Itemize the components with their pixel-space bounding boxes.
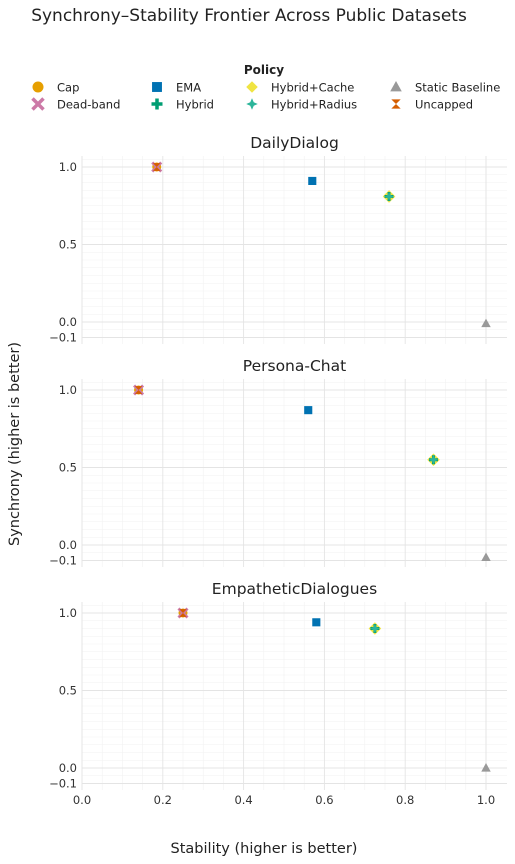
facet-title: DailyDialog xyxy=(250,134,339,152)
y-tick-label: 0.5 xyxy=(59,461,77,475)
legend-entry-static-baseline: Static Baseline xyxy=(390,81,500,95)
y-tick-label: −0.1 xyxy=(49,777,77,791)
legend-marker xyxy=(390,80,402,92)
x-tick-label: 0.6 xyxy=(315,793,333,807)
y-axis-label: Synchrony (higher is better) xyxy=(7,342,23,546)
chart-title: Synchrony–Stability Frontier Across Publ… xyxy=(31,6,467,26)
legend-marker xyxy=(246,98,258,110)
y-tick-label: 0.5 xyxy=(59,238,77,252)
legend-marker xyxy=(31,97,45,111)
facet-panel-empatheticdialogues: EmpatheticDialogues 1.0 0.5 0.0 −0.1 xyxy=(49,580,507,791)
legend-entry-uncapped: Uncapped xyxy=(391,98,473,112)
x-tick-label: 0.0 xyxy=(73,793,91,807)
x-tick-label: 1.0 xyxy=(477,793,495,807)
point-static-baseline xyxy=(481,552,491,561)
legend-marker xyxy=(152,82,162,92)
legend-label: Hybrid+Radius xyxy=(271,98,357,112)
x-axis-label: Stability (higher is better) xyxy=(171,841,358,857)
point-uncapped xyxy=(152,163,161,171)
y-tick-label: 1.0 xyxy=(59,383,77,397)
facet-panel-persona-chat: Persona-Chat 1.0 0.5 0.0 −0.1 xyxy=(49,357,507,568)
facet-title: EmpatheticDialogues xyxy=(212,580,377,598)
point-static-baseline xyxy=(481,763,491,772)
y-tick-label: 0.0 xyxy=(59,761,77,775)
facet-panels: DailyDialog1.00.50.0−0.1Persona-Chat1.00… xyxy=(49,134,507,807)
point-hybrid-radius xyxy=(428,455,439,465)
legend-marker xyxy=(151,98,163,110)
legend-entry-cap: Cap xyxy=(32,81,79,95)
point-uncapped xyxy=(179,609,187,617)
x-tick-labels: 0.0 0.2 0.4 0.6 0.8 1.0 xyxy=(73,793,495,807)
legend-label: Static Baseline xyxy=(415,81,500,95)
point-ema xyxy=(312,618,321,627)
legend-marker xyxy=(246,81,258,93)
legend-title: Policy xyxy=(244,63,284,77)
x-tick-label: 0.8 xyxy=(396,793,414,807)
legend: Policy Cap Dead-band EMA Hybrid Hybrid+Cache… xyxy=(31,63,500,112)
y-tick-label: −0.1 xyxy=(49,331,77,345)
facet-panel-dailydialog: DailyDialog 1.0 0.5 0.0 −0.1 xyxy=(49,134,507,345)
y-tick-label: −0.1 xyxy=(49,554,77,568)
point-ema xyxy=(308,176,317,185)
gridlines xyxy=(81,602,507,790)
legend-entry-dead-band: Dead-band xyxy=(31,97,120,112)
y-tick-label: 0.5 xyxy=(59,684,77,698)
y-tick-label: 0.0 xyxy=(59,315,77,329)
legend-label: Cap xyxy=(57,81,79,95)
legend-label: Dead-band xyxy=(57,98,120,112)
legend-marker xyxy=(32,81,44,93)
x-tick-label: 0.4 xyxy=(234,793,252,807)
y-tick-label: 1.0 xyxy=(59,160,77,174)
facet-title: Persona-Chat xyxy=(243,357,346,375)
point-ema xyxy=(304,406,313,415)
gridlines xyxy=(81,379,507,567)
legend-entry-hybrid-cache: Hybrid+Cache xyxy=(246,81,354,95)
legend-entry-hybrid-radius: Hybrid+Radius xyxy=(246,98,357,112)
y-tick-label: 0.0 xyxy=(59,538,77,552)
legend-marker xyxy=(391,99,401,109)
point-uncapped xyxy=(134,386,143,394)
legend-entry-hybrid: Hybrid xyxy=(151,98,214,112)
legend-entry-ema: EMA xyxy=(152,81,201,95)
point-static-baseline xyxy=(481,318,491,328)
y-tick-label: 1.0 xyxy=(59,606,77,620)
x-tick-label: 0.2 xyxy=(154,793,172,807)
legend-label: Uncapped xyxy=(415,98,473,112)
point-hybrid-radius xyxy=(370,623,380,634)
gridlines xyxy=(81,156,507,344)
legend-label: EMA xyxy=(176,81,201,95)
point-hybrid-radius xyxy=(384,191,394,202)
legend-label: Hybrid+Cache xyxy=(271,81,354,95)
legend-label: Hybrid xyxy=(176,98,214,112)
